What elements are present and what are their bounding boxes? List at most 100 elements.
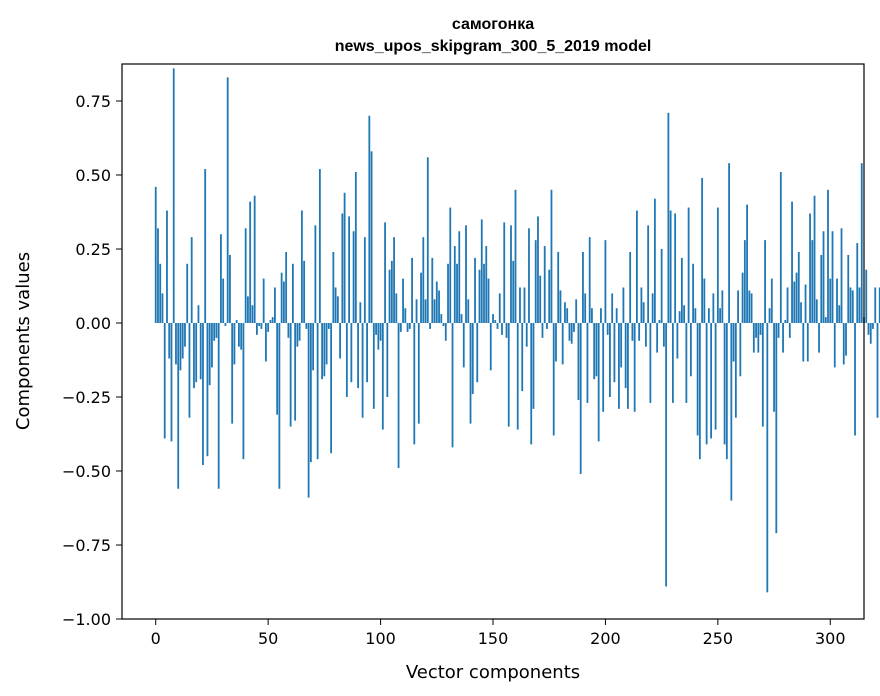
bar-172 [541, 323, 544, 338]
bar-268 [757, 323, 760, 353]
bar-255 [728, 163, 730, 323]
y-axis-label: Components values [13, 252, 34, 430]
bar-56 [280, 272, 283, 323]
bar-31 [224, 323, 227, 326]
bar-165 [525, 323, 528, 347]
bar-12 [181, 323, 184, 359]
bar-208 [622, 287, 625, 323]
y-tick-label: 0.00 [75, 314, 111, 333]
bar-239 [692, 263, 695, 323]
bar-147 [485, 246, 488, 323]
bar-278 [779, 172, 782, 323]
bar-244 [703, 278, 706, 323]
bar-238 [689, 323, 692, 377]
bar-138 [465, 225, 467, 323]
bar-64 [298, 323, 301, 341]
bar-311 [854, 323, 856, 436]
bar-166 [528, 228, 530, 323]
bar-48 [262, 278, 265, 323]
bar-110 [402, 278, 404, 323]
bar-276 [775, 323, 778, 534]
bar-247 [710, 323, 712, 439]
x-tick-label: 150 [478, 629, 509, 648]
bar-249 [714, 323, 717, 430]
bar-308 [847, 254, 850, 323]
bar-203 [611, 293, 614, 323]
bar-177 [552, 323, 555, 436]
bar-0 [154, 186, 157, 323]
bar-286 [797, 251, 800, 323]
bar-26 [213, 323, 216, 341]
bar-106 [393, 237, 395, 323]
bar-199 [602, 323, 605, 412]
bar-217 [642, 302, 645, 323]
bar-6 [168, 323, 171, 359]
bar-250 [716, 207, 719, 323]
bar-185 [570, 323, 573, 344]
bar-197 [597, 323, 600, 442]
bar-9 [175, 323, 177, 365]
bar-18 [195, 323, 198, 383]
bar-202 [609, 323, 611, 397]
bar-231 [674, 213, 677, 323]
bar-99 [377, 323, 380, 350]
bar-127 [440, 314, 443, 323]
bar-253 [723, 323, 726, 445]
bar-142 [474, 257, 476, 323]
bar-258 [734, 323, 737, 418]
bar-22 [204, 169, 207, 323]
bar-33 [229, 254, 231, 323]
bar-32 [226, 77, 229, 323]
bar-290 [806, 323, 809, 362]
bar-7 [170, 323, 173, 442]
bar-89 [354, 172, 357, 323]
bar-152 [496, 323, 499, 329]
bar-124 [433, 299, 436, 323]
bar-82 [339, 323, 341, 359]
bar-132 [451, 323, 454, 448]
bar-317 [867, 323, 870, 335]
bar-262 [743, 240, 746, 323]
bar-159 [512, 260, 515, 323]
bar-13 [184, 323, 186, 347]
bar-178 [555, 323, 557, 362]
bar-137 [462, 323, 465, 368]
bar-291 [809, 213, 811, 323]
bar-50 [267, 323, 270, 332]
bar-220 [649, 323, 652, 403]
bar-20 [199, 323, 202, 380]
y-tick-label: 0.75 [75, 92, 111, 111]
bar-264 [748, 290, 751, 323]
bar-228 [667, 112, 670, 323]
bar-112 [406, 323, 409, 332]
bar-156 [505, 323, 508, 338]
bar-96 [370, 151, 373, 323]
bar-237 [687, 207, 690, 323]
bar-246 [707, 308, 710, 323]
bar-51 [269, 320, 272, 323]
bar-91 [359, 302, 362, 323]
bar-19 [197, 305, 200, 323]
bar-233 [678, 311, 681, 323]
bar-72 [316, 323, 319, 460]
bar-66 [303, 260, 306, 323]
bar-227 [665, 323, 668, 587]
bar-273 [768, 308, 771, 323]
bar-150 [492, 314, 494, 323]
bar-272 [766, 323, 769, 593]
bar-87 [350, 323, 353, 383]
bar-318 [869, 323, 872, 344]
bar-196 [595, 323, 598, 377]
bar-119 [422, 237, 425, 323]
bar-34 [231, 323, 234, 424]
bar-104 [388, 269, 391, 323]
bar-195 [593, 323, 596, 380]
bar-313 [858, 287, 861, 323]
bar-180 [559, 290, 562, 323]
bar-128 [442, 323, 445, 326]
bar-275 [773, 323, 775, 412]
bar-144 [478, 269, 481, 323]
bar-74 [321, 323, 324, 380]
bar-306 [842, 323, 845, 365]
